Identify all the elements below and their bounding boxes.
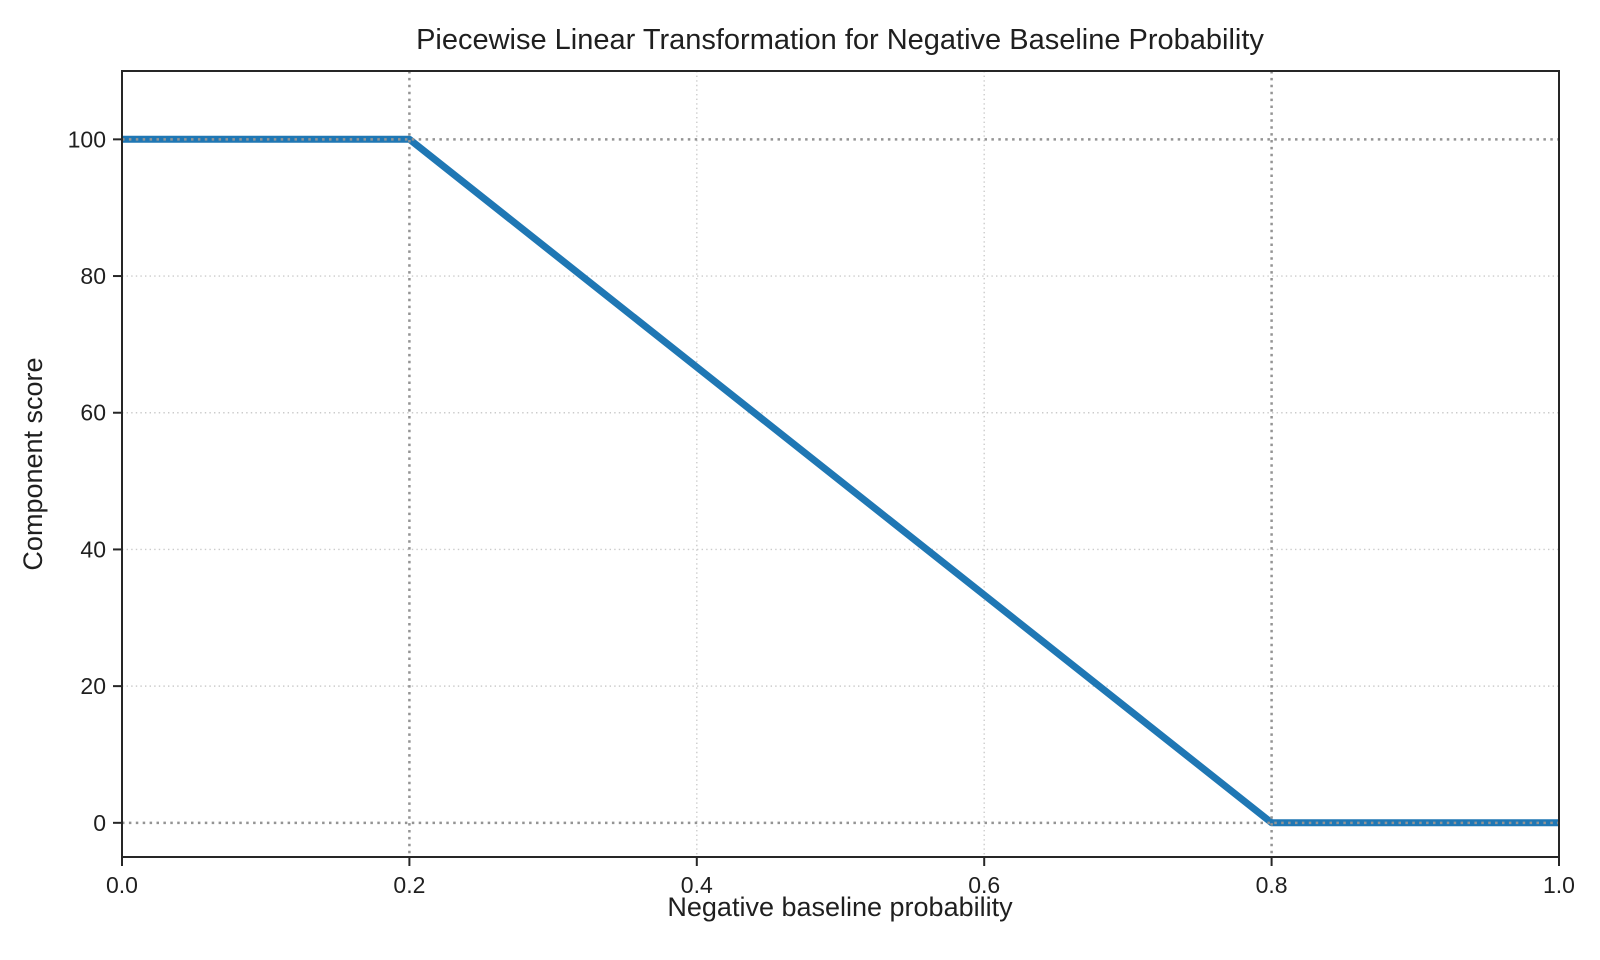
- x-tick-label: 0.2: [393, 872, 425, 898]
- plot-border: [121, 70, 1560, 858]
- x-tick-label: 0.4: [681, 872, 713, 898]
- y-tick-label: 0: [93, 810, 106, 836]
- x-tick-label: 1.0: [1543, 872, 1575, 898]
- tick-label-layer: 0.0 0.2 0.4 0.6 0.8 1.0 0 20 40 60 80 100: [68, 126, 1575, 898]
- x-tick-label: 0.6: [968, 872, 1000, 898]
- x-tick-label: 0.0: [106, 872, 138, 898]
- grid-layer: [122, 71, 1559, 857]
- y-tick-label: 20: [80, 673, 106, 699]
- reference-line-layer: [122, 71, 1559, 857]
- y-axis-label: Component score: [18, 357, 48, 570]
- y-tick-label: 100: [68, 126, 106, 152]
- x-axis-label: Negative baseline probability: [667, 892, 1013, 922]
- series-layer: [122, 135, 1559, 827]
- y-tick-label: 80: [80, 263, 106, 289]
- y-tick-label: 60: [80, 400, 106, 426]
- y-tick-label: 40: [80, 536, 106, 562]
- x-tick-label: 0.8: [1256, 872, 1288, 898]
- axes-layer: [113, 70, 1560, 866]
- series-line: [122, 135, 1559, 827]
- chart-title: Piecewise Linear Transformation for Nega…: [416, 24, 1264, 56]
